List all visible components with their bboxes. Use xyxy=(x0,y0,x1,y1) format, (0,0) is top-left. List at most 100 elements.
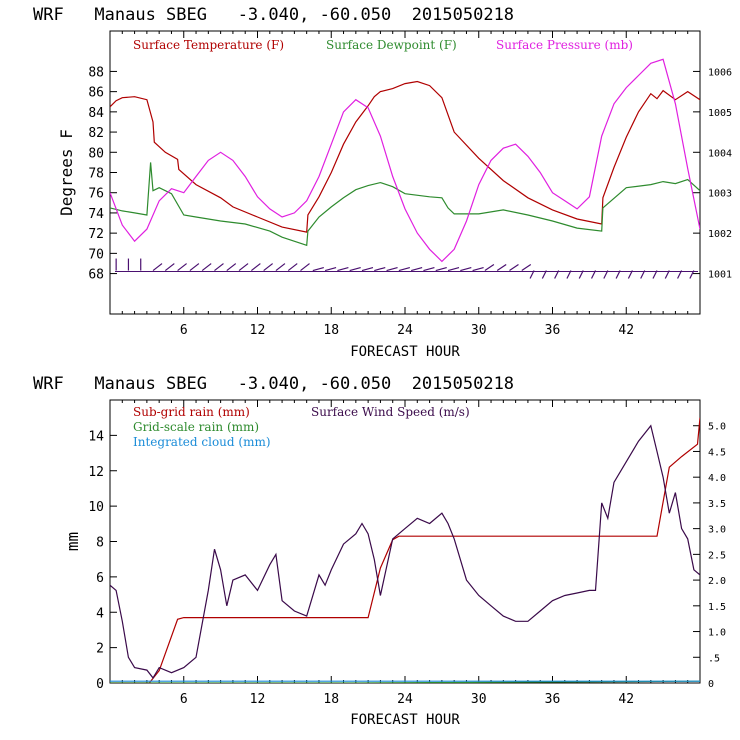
y-axis-label: mm xyxy=(63,532,82,551)
wind-barb xyxy=(398,266,411,272)
y2-tick-label: 4.5 xyxy=(708,447,726,458)
y2-tick-label: .5 xyxy=(708,653,720,664)
y2-tick-label: 3.5 xyxy=(708,499,726,510)
y-tick-label: 72 xyxy=(88,227,104,242)
y2-tick-label: 2.5 xyxy=(708,550,726,561)
wind-barb xyxy=(164,263,175,272)
series-line-surface-temperature xyxy=(110,80,700,233)
x-tick-label: 42 xyxy=(618,692,634,707)
legend-surface-wind-speed: Surface Wind Speed (m/s) xyxy=(311,405,470,419)
x-tick-label: 6 xyxy=(180,692,188,707)
y-tick-label: 10 xyxy=(88,500,104,515)
y2-tick-label: 1003 xyxy=(708,189,732,200)
y-tick-label: 70 xyxy=(88,247,104,262)
legend-surface-pressure: Surface Pressure (mb) xyxy=(496,38,633,52)
x-tick-label: 30 xyxy=(471,323,487,338)
wind-barb xyxy=(484,264,495,272)
wind-barb xyxy=(509,264,519,272)
x-tick-label: 18 xyxy=(323,323,339,338)
y-tick-label: 6 xyxy=(96,571,104,586)
wind-barb xyxy=(349,266,361,272)
wind-barb xyxy=(238,263,249,272)
y2-tick-label: 1001 xyxy=(708,270,732,281)
x-tick-label: 42 xyxy=(618,323,634,338)
wind-barb xyxy=(275,263,286,272)
chart-title-2: WRF Manaus SBEG -3.040, -60.050 20150502… xyxy=(33,374,514,394)
y-tick-label: 8 xyxy=(96,536,104,551)
wind-barb xyxy=(386,266,398,272)
wind-barb xyxy=(287,263,298,272)
y-tick-label: 78 xyxy=(88,167,104,182)
wind-barb xyxy=(337,266,349,272)
series-line-surface-wind-speed xyxy=(110,424,700,679)
wind-barb xyxy=(214,263,224,272)
wind-barb xyxy=(177,263,187,272)
wind-barb xyxy=(447,266,460,272)
series-line-surface-pressure xyxy=(110,58,700,263)
x-tick-label: 24 xyxy=(397,323,413,338)
y2-tick-label: 2.0 xyxy=(708,576,726,587)
wind-barb xyxy=(410,266,423,272)
wind-barb xyxy=(324,266,337,272)
wind-barb xyxy=(423,266,435,272)
series-line-surface-dewpoint xyxy=(110,162,700,247)
y2-tick-label: 4.0 xyxy=(708,473,726,484)
wind-barb xyxy=(201,263,212,272)
y2-tick-label: 1002 xyxy=(708,229,732,240)
y-tick-label: 74 xyxy=(88,207,104,222)
x-tick-label: 36 xyxy=(545,692,561,707)
x-tick-label: 24 xyxy=(397,692,413,707)
y-axis-label: Degrees F xyxy=(57,129,76,216)
y2-tick-label: 3.0 xyxy=(708,525,726,536)
wind-barb xyxy=(263,263,274,272)
y-tick-label: 12 xyxy=(88,465,104,480)
x-tick-label: 6 xyxy=(180,323,188,338)
x-tick-label: 18 xyxy=(323,692,339,707)
wind-barb xyxy=(460,266,472,272)
wind-barb xyxy=(152,263,163,272)
legend-grid-scale-rain: Grid-scale rain (mm) xyxy=(133,420,259,434)
wind-barb xyxy=(435,266,447,272)
x-tick-label: 30 xyxy=(471,692,487,707)
wind-barb xyxy=(521,264,532,272)
wind-barb xyxy=(312,266,324,272)
legend-surface-temperature: Surface Temperature (F) xyxy=(133,38,284,52)
y2-tick-label: 1.0 xyxy=(708,628,726,639)
wind-barb xyxy=(361,266,374,272)
y2-tick-label: 1005 xyxy=(708,108,732,119)
y2-tick-label: 0 xyxy=(708,679,714,690)
x-tick-label: 12 xyxy=(250,323,266,338)
y-tick-label: 0 xyxy=(96,677,104,692)
y2-tick-label: 5.0 xyxy=(708,422,726,433)
legend-sub-grid-rain: Sub-grid rain (mm) xyxy=(133,405,250,419)
y2-tick-label: 1006 xyxy=(708,67,732,78)
legend-integrated-cloud: Integrated cloud (mm) xyxy=(133,435,271,449)
y-tick-label: 80 xyxy=(88,146,104,161)
y-tick-label: 76 xyxy=(88,187,104,202)
y-tick-label: 68 xyxy=(88,268,104,283)
y-tick-label: 86 xyxy=(88,86,104,101)
x-tick-label: 36 xyxy=(545,323,561,338)
y-tick-label: 82 xyxy=(88,126,104,141)
x-axis-label: FORECAST HOUR xyxy=(350,712,460,728)
y-tick-label: 84 xyxy=(88,106,104,121)
y-tick-label: 88 xyxy=(88,65,104,80)
wind-barbs xyxy=(115,258,695,279)
wind-barb xyxy=(250,263,261,272)
wind-barb xyxy=(472,266,484,272)
y2-tick-label: 1004 xyxy=(708,148,732,159)
x-tick-label: 12 xyxy=(250,692,266,707)
wind-barb xyxy=(226,263,237,272)
chart-title-1: WRF Manaus SBEG -3.040, -60.050 20150502… xyxy=(33,5,514,25)
y2-tick-label: 1.5 xyxy=(708,602,726,613)
y-tick-label: 4 xyxy=(96,606,104,621)
wind-barb xyxy=(189,263,200,272)
x-axis-label: FORECAST HOUR xyxy=(350,344,460,360)
wind-barb xyxy=(300,263,310,272)
wind-barb xyxy=(496,264,507,272)
wind-barb xyxy=(374,266,386,272)
y-tick-label: 2 xyxy=(96,642,104,657)
y-tick-label: 14 xyxy=(88,429,104,444)
legend-surface-dewpoint: Surface Dewpoint (F) xyxy=(326,38,457,52)
